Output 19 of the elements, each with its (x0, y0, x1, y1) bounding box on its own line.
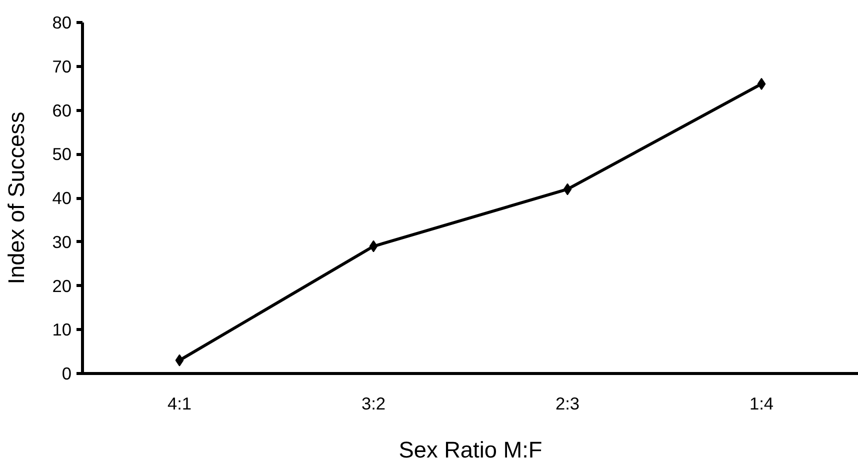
x-tick-label: 3:2 (361, 394, 386, 414)
y-tick-label: 50 (52, 144, 72, 164)
y-axis-title: Index of Success (3, 112, 30, 284)
y-tick-label: 60 (52, 100, 72, 120)
point (175, 354, 184, 366)
y-tick-label: 70 (52, 56, 72, 76)
x-axis-title: Sex Ratio M:F (398, 436, 542, 462)
point (757, 78, 766, 90)
point (563, 183, 572, 196)
y-tick-label: 80 (52, 12, 72, 32)
x-tick-label: 2:3 (555, 394, 580, 414)
point (369, 240, 378, 252)
y-tick-label: 40 (52, 188, 72, 208)
y-tick-label: 30 (52, 232, 72, 252)
y-tick-label: 10 (52, 320, 72, 340)
x-tick-label: 1:4 (749, 394, 774, 414)
y-tick-label: 0 (62, 364, 72, 384)
y-tick-label: 20 (52, 276, 72, 296)
x-tick-label: 4:1 (167, 394, 192, 414)
